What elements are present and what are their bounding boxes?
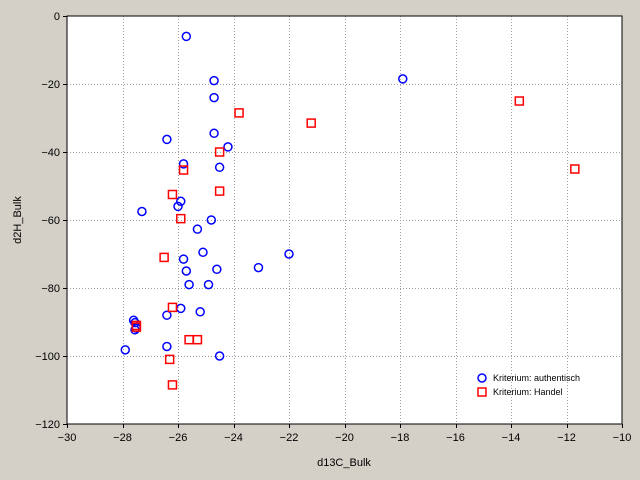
data-point-authentisch (178, 254, 189, 264)
data-point-authentisch (120, 345, 131, 355)
y-tick-label: −80 (41, 283, 60, 295)
data-point-handel (570, 164, 580, 174)
x-tick-label: −30 (58, 432, 77, 444)
y-tick-label: −20 (41, 79, 60, 91)
data-point-authentisch (162, 341, 172, 352)
data-point-authentisch (223, 142, 233, 152)
data-point-authentisch (253, 262, 264, 273)
data-point-handel (306, 118, 316, 128)
gridlines (67, 16, 622, 424)
data-point-handel (164, 354, 175, 365)
x-tick-label: −28 (113, 432, 132, 444)
y-tick-label: −40 (41, 147, 60, 159)
legend-marker-circle (477, 373, 487, 383)
data-point-authentisch (214, 162, 225, 173)
y-tick-label: 0 (54, 11, 60, 23)
y-axis-title: d2H_Bulk (12, 196, 24, 244)
x-tick-label: −20 (335, 432, 354, 444)
data-point-authentisch (178, 159, 189, 169)
legend-label: Kriterium: Handel (493, 387, 563, 397)
legend: Kriterium: authentisch Kriterium: Handel (477, 373, 580, 397)
data-point-handel (214, 186, 225, 196)
x-tick-label: −26 (169, 432, 188, 444)
data-point-authentisch (203, 279, 214, 290)
x-tick-label: −14 (502, 432, 521, 444)
data-point-handel (159, 252, 169, 263)
data-point-authentisch (181, 31, 192, 42)
data-point-authentisch (214, 351, 225, 361)
data-point-authentisch (184, 279, 194, 290)
data-point-handel (167, 302, 178, 313)
data-point-authentisch (176, 196, 186, 207)
data-point-handel (178, 165, 189, 175)
data-point-authentisch (284, 249, 294, 259)
x-tick-label: −24 (224, 432, 243, 444)
data-point-authentisch (137, 206, 147, 217)
data-point-handel (234, 108, 244, 118)
data-point-handel (514, 96, 525, 106)
data-point-handel (192, 334, 203, 345)
data-point-handel (176, 213, 186, 224)
x-tick-label: −22 (280, 432, 299, 444)
y-tick-label: −100 (35, 351, 60, 363)
y-tick-label: −60 (41, 215, 60, 227)
data-point-handel (167, 189, 178, 200)
data-point-authentisch (173, 201, 183, 212)
data-point-authentisch (192, 224, 203, 234)
data-point-authentisch (209, 75, 219, 86)
data-point-authentisch (162, 134, 172, 145)
x-axis-title: d13C_Bulk (317, 457, 371, 469)
axis-ticks: −30 −28 −26 −24 −22 −20 −18 −16 −14 −12 −100−20−40… (35, 11, 631, 444)
data-point-authentisch (162, 310, 172, 320)
x-tick-label: −16 (446, 432, 465, 444)
x-tick-label: −12 (557, 432, 576, 444)
legend-marker-square (477, 387, 487, 397)
data-point-authentisch (398, 74, 408, 84)
data-point-authentisch (212, 264, 222, 275)
legend-label: Kriterium: authentisch (493, 373, 580, 383)
x-tick-label: −18 (391, 432, 410, 444)
data-point-handel (214, 147, 225, 157)
data-point-handel (167, 380, 178, 390)
data-point-authentisch (181, 266, 192, 276)
x-tick-label: −10 (613, 432, 632, 444)
data-point-handel (131, 322, 142, 332)
data-point-authentisch (198, 247, 208, 258)
data-point-authentisch (209, 92, 219, 103)
data-point-authentisch (209, 128, 219, 139)
data-marks (120, 31, 580, 390)
data-point-authentisch (195, 307, 205, 317)
data-point-authentisch (206, 215, 217, 225)
y-tick-label: −120 (35, 419, 60, 431)
